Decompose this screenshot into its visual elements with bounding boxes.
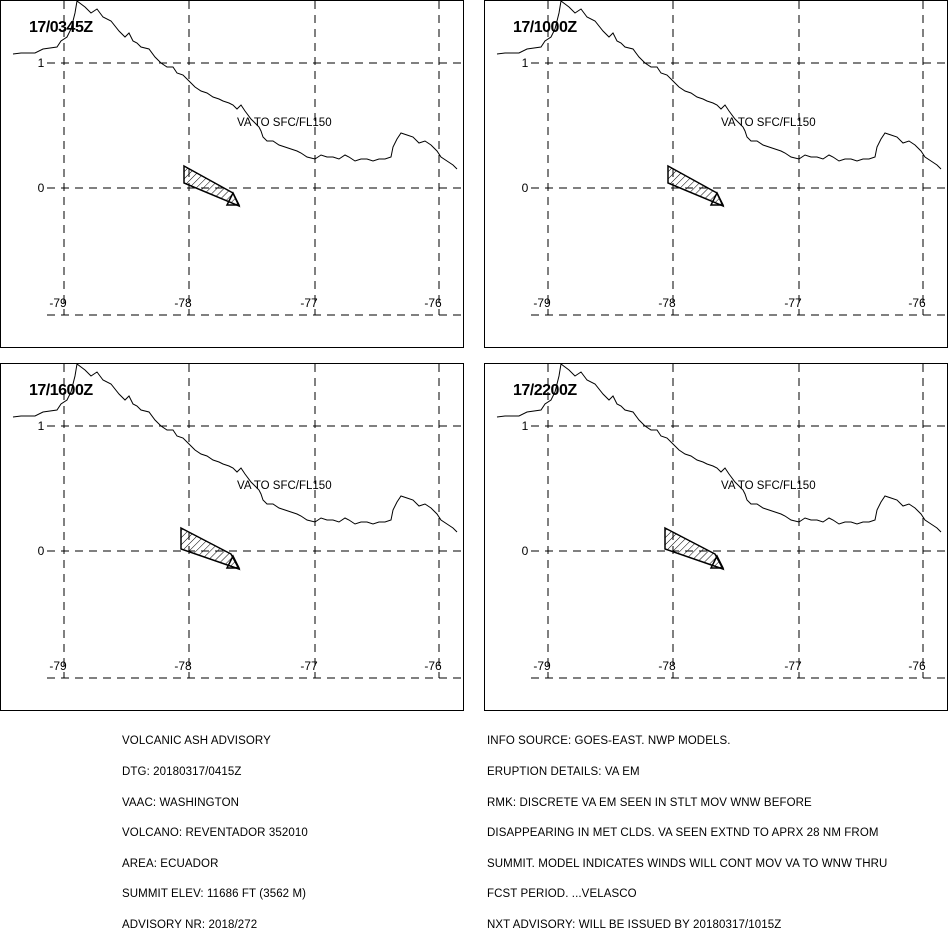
lat-label: 1 [522, 56, 529, 70]
advisory-line: NXT ADVISORY: WILL BE ISSUED BY 20180317… [487, 918, 782, 931]
lon-label: -79 [533, 296, 551, 310]
map-canvas: VA TO SFC/FL150 1 0 -79 -78 -77 -76 [496, 364, 947, 679]
coastline [496, 364, 942, 533]
lon-label: -78 [658, 659, 676, 673]
lon-label: -76 [908, 659, 926, 673]
lon-label: -77 [300, 659, 318, 673]
ash-area-polygon [667, 164, 725, 208]
lat-label: 0 [522, 544, 529, 558]
ash-level-label: VA TO SFC/FL150 [237, 117, 332, 129]
lon-label: -76 [424, 659, 442, 673]
advisory-line: VOLCANIC ASH ADVISORY [122, 735, 271, 748]
lon-label: -78 [174, 296, 192, 310]
advisory-line: VAAC: WASHINGTON [122, 796, 240, 809]
lon-label: -79 [49, 296, 67, 310]
lat-label: 1 [38, 419, 45, 433]
lon-label: -76 [424, 296, 442, 310]
lon-label: -78 [658, 296, 676, 310]
advisory-line: RMK: DISCRETE VA EM SEEN IN STLT MOV WNW… [487, 796, 812, 809]
ash-level-label: VA TO SFC/FL150 [721, 480, 816, 492]
lon-label: -77 [784, 296, 802, 310]
map-panel-2: VA TO SFC/FL150 1 0 -79 -78 -77 -76 17/1000Z [484, 0, 948, 348]
panel-timestamp: 17/1000Z [513, 19, 577, 36]
map-canvas: VA TO SFC/FL150 1 0 -79 -78 -77 -76 [496, 1, 947, 316]
panel-timestamp: 17/0345Z [29, 19, 93, 36]
advisory-left: VOLCANIC ASH ADVISORY DTG: 20180317/0415… [122, 716, 308, 940]
lat-label: 0 [38, 544, 45, 558]
ash-level-label: VA TO SFC/FL150 [721, 117, 816, 129]
advisory-line: VOLCANO: REVENTADOR 352010 [122, 827, 308, 840]
volcano-marker-icon [225, 554, 241, 569]
ash-area-polygon [183, 164, 241, 208]
coastline [12, 364, 458, 533]
advisory-line: DISAPPEARING IN MET CLDS. VA SEEN EXTND … [487, 827, 879, 840]
advisory-line: ERUPTION DETAILS: VA EM [487, 766, 640, 778]
lon-label: -77 [784, 659, 802, 673]
advisory-line: SUMMIT. MODEL INDICATES WINDS WILL CONT … [487, 857, 888, 870]
coastline [496, 1, 942, 170]
volcano-marker-icon [709, 554, 725, 569]
ash-level-label: VA TO SFC/FL150 [237, 480, 332, 492]
ash-area-polygon [180, 526, 241, 571]
advisory-line: SUMMIT ELEV: 11686 FT (3562 M) [122, 888, 307, 901]
lat-label: 1 [522, 419, 529, 433]
lon-label: -77 [300, 296, 318, 310]
coastline [12, 1, 458, 170]
map-panel-4: VA TO SFC/FL150 1 0 -79 -78 -77 -76 17/2200Z [484, 363, 948, 711]
map-panel-3: VA TO SFC/FL150 1 0 -79 -78 -77 -76 17/1600Z [0, 363, 464, 711]
map-canvas: VA TO SFC/FL150 1 0 -79 -78 -77 -76 [12, 1, 463, 316]
advisory-line: ADVISORY NR: 2018/272 [122, 918, 258, 931]
advisory-line: AREA: ECUADOR [122, 857, 219, 870]
map-canvas: VA TO SFC/FL150 1 0 -79 -78 -77 -76 [12, 364, 463, 679]
lon-label: -76 [908, 296, 926, 310]
advisory-right: INFO SOURCE: GOES-EAST. NWP MODELS. ERUP… [487, 716, 887, 940]
advisory-line: DTG: 20180317/0415Z [122, 766, 242, 778]
advisory-line: FCST PERIOD. ...VELASCO [487, 888, 637, 901]
volcano-marker-icon [709, 191, 725, 206]
lon-label: -79 [533, 659, 551, 673]
lon-label: -79 [49, 659, 67, 673]
lat-label: 1 [38, 56, 45, 70]
map-panel-1: VA TO SFC/FL150 1 0 -79 -78 -77 -76 17/0345Z [0, 0, 464, 348]
panel-timestamp: 17/1600Z [29, 382, 93, 399]
ash-area-polygon [664, 526, 725, 571]
advisory-line: INFO SOURCE: GOES-EAST. NWP MODELS. [487, 735, 731, 748]
lat-label: 0 [38, 181, 45, 195]
lon-label: -78 [174, 659, 192, 673]
volcano-marker-icon [225, 191, 241, 206]
panel-timestamp: 17/2200Z [513, 382, 577, 399]
lat-label: 0 [522, 181, 529, 195]
